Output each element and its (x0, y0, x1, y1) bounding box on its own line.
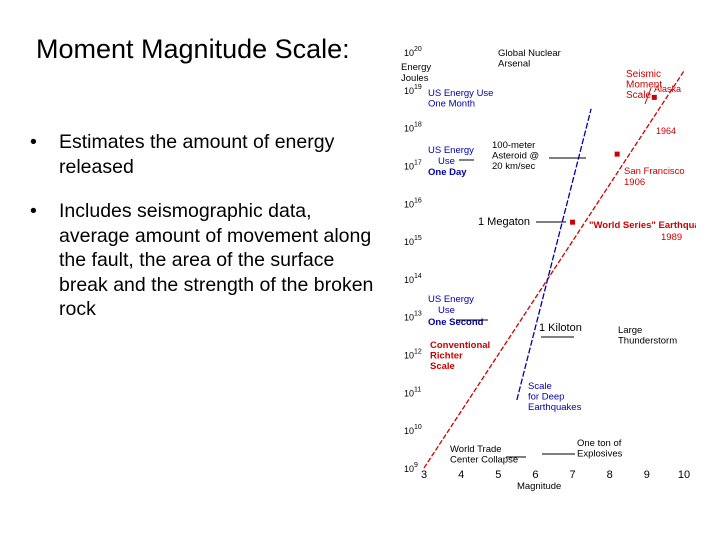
bullet-seismographic-text: Includes seismographic data, average amo… (59, 200, 374, 320)
richter-scale-line (516, 108, 592, 401)
y-tick-label-9: 109 (404, 462, 418, 474)
richter-scale-label-line-1: Richter (430, 351, 463, 362)
san-francisco-label: San Francisco (624, 166, 685, 177)
bullet-seismographic: • Includes seismographic data, average a… (30, 199, 375, 322)
bullet-dot-icon: • (30, 131, 37, 153)
us-second-label-2: One Second (428, 317, 484, 328)
seismic-moment-label-line-1: Moment (626, 80, 662, 91)
richter-scale-label-line-2: Scale (430, 361, 455, 372)
y-tick-label-14: 1014 (404, 273, 422, 285)
asteroid-label-line-0: 100-meter (492, 140, 535, 151)
alaska-leader (644, 87, 652, 105)
x-tick-label-4: 4 (458, 469, 464, 481)
us-day-label-0: US Energy (428, 145, 474, 156)
y-axis-label-energy: Energy (401, 62, 431, 73)
us-month-label-line-1: One Month (428, 99, 475, 110)
explosives-label-line-1: Explosives (577, 449, 623, 460)
x-tick-label-7: 7 (570, 469, 576, 481)
us-second-label-0: US Energy (428, 294, 474, 305)
thunderstorm-label-line-0: Large (618, 325, 642, 336)
y-tick-label-17: 1017 (404, 159, 422, 171)
seismic-moment-label-line-0: Seismic (626, 69, 661, 80)
san-francisco-year: 1906 (624, 177, 645, 188)
earthquake-marker-2 (570, 219, 576, 225)
x-tick-label-3: 3 (421, 469, 427, 481)
wtc-label-line-1: Center Collapse (450, 455, 518, 466)
megaton-label: 1 Megaton (478, 216, 530, 228)
y-tick-label-12: 1012 (404, 349, 422, 361)
y-axis-label-joules: Joules (401, 73, 429, 84)
y-tick-label-13: 1013 (404, 311, 422, 323)
y-tick-label-19: 1019 (404, 84, 422, 96)
world-series-year: 1989 (661, 232, 682, 243)
alaska-year: 1964 (656, 126, 676, 136)
deep-scale-label-line-2: Earthquakes (528, 402, 582, 413)
bullet-energy: • Estimates the amount of energy release… (30, 130, 375, 179)
alaska-label: Alaska (654, 84, 681, 94)
kiloton-label: 1 Kiloton (539, 322, 582, 334)
x-tick-label-5: 5 (495, 469, 501, 481)
us-day-label-2: One Day (428, 167, 467, 178)
global-nuclear-label-line-0: Global Nuclear (498, 48, 561, 59)
us-second-label-1: Use (438, 305, 455, 316)
us-month-label-line-0: US Energy Use (428, 88, 493, 99)
world-series-label: "World Series" Earthquake, (589, 220, 696, 231)
seismic-moment-line (423, 70, 685, 469)
y-tick-label-16: 1016 (404, 197, 422, 209)
richter-scale-label-line-0: Conventional (430, 340, 490, 351)
y-tick-label-20: 1020 (404, 46, 422, 58)
deep-scale-label-line-0: Scale (528, 381, 552, 392)
bullet-list: • Estimates the amount of energy release… (30, 130, 375, 342)
global-nuclear-label-line-1: Arsenal (498, 59, 530, 70)
us-day-label-1: Use (438, 156, 455, 167)
wtc-label-line-0: World Trade (450, 444, 502, 455)
earthquake-marker-0 (651, 94, 657, 100)
slide-title: Moment Magnitude Scale: (36, 34, 350, 64)
y-tick-label-11: 1011 (404, 386, 421, 398)
x-tick-label-6: 6 (532, 469, 538, 481)
earthquake-marker-1 (614, 151, 620, 157)
seismic-moment-label-line-2: Scale (626, 90, 651, 101)
explosives-label-line-0: One ton of (577, 438, 622, 449)
asteroid-label-line-1: Asteroid @ (492, 151, 539, 162)
diagram-svg: 1020 1019 1018 1017 1016 1015 1014 1013 1012 1011… (401, 46, 696, 492)
x-tick-label-10: 10 (678, 469, 690, 481)
x-tick-label-8: 8 (607, 469, 613, 481)
y-tick-label-18: 1018 (404, 122, 422, 134)
bullet-dot-icon: • (30, 200, 37, 222)
y-tick-label-15: 1015 (404, 235, 422, 247)
y-tick-label-10: 1010 (404, 424, 422, 436)
x-tick-label-9: 9 (644, 469, 650, 481)
bullet-energy-text: Estimates the amount of energy released (59, 131, 335, 178)
x-axis-title: Magnitude (517, 481, 561, 492)
asteroid-label-line-2: 20 km/sec (492, 161, 536, 172)
thunderstorm-label-line-1: Thunderstorm (618, 336, 677, 347)
deep-scale-label-line-1: for Deep (528, 392, 564, 403)
magnitude-energy-diagram: 1020 1019 1018 1017 1016 1015 1014 1013 1012 1011… (396, 46, 696, 496)
